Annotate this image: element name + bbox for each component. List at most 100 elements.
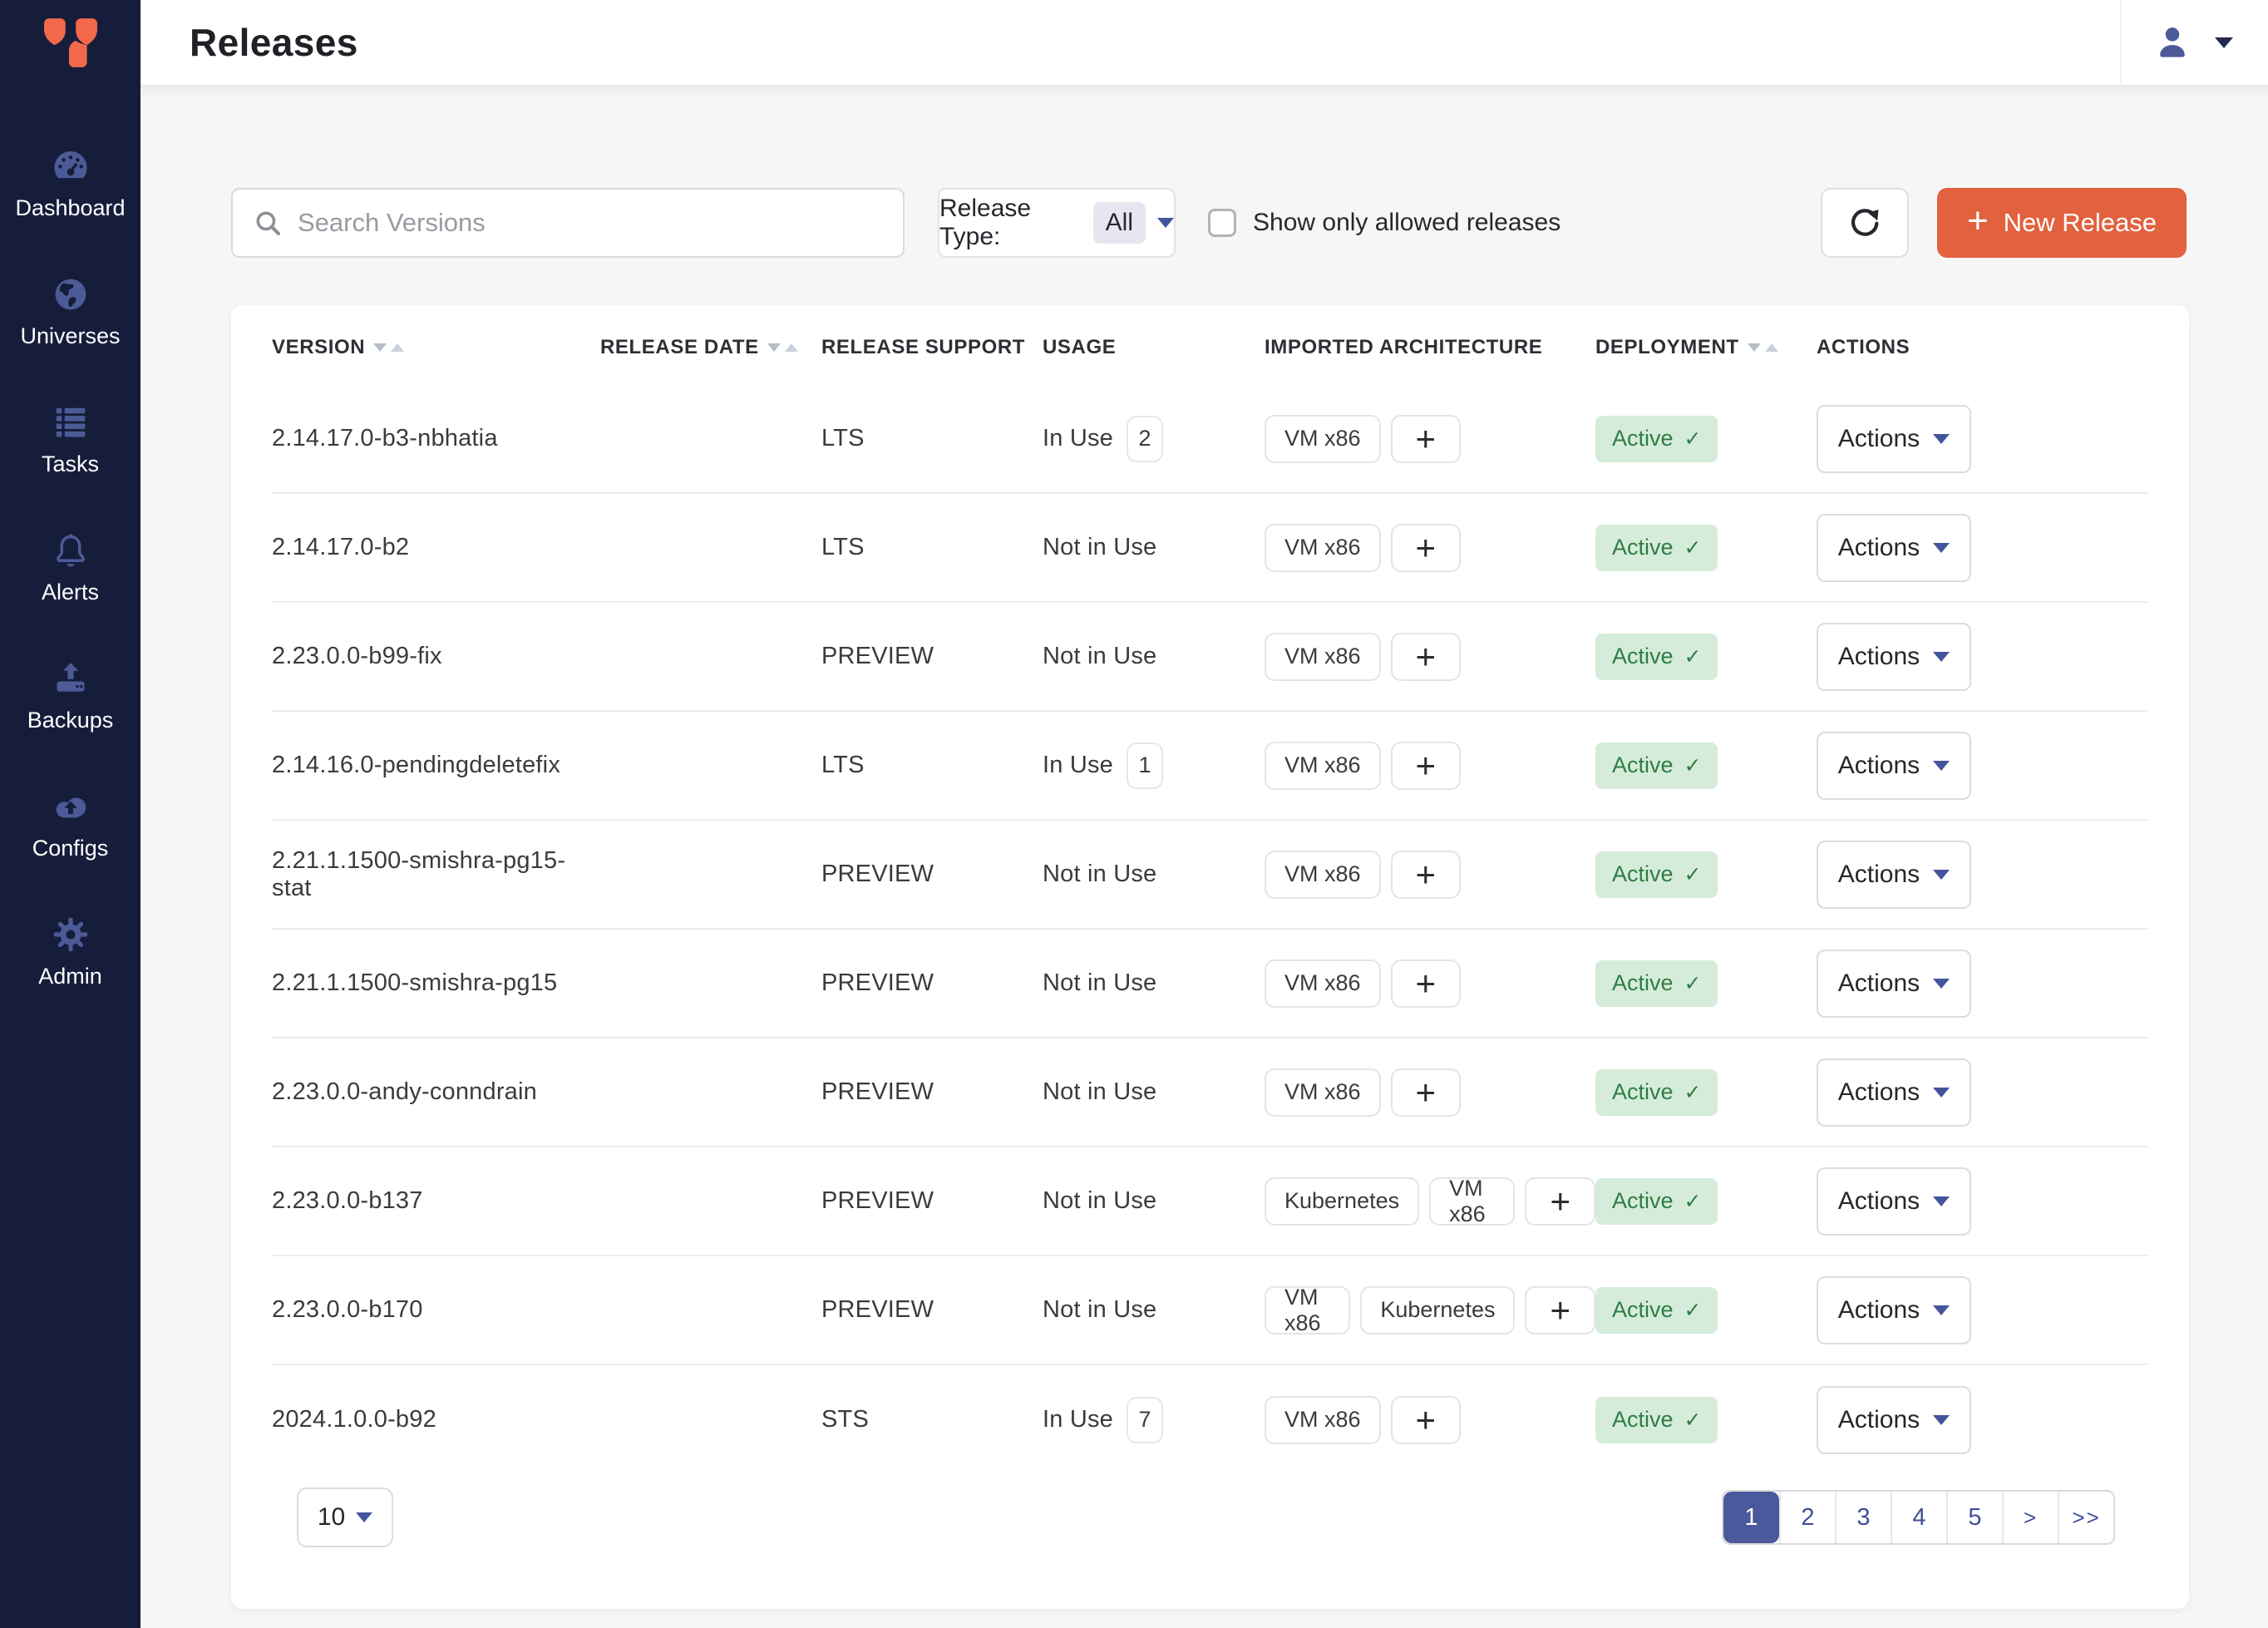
last-page-button[interactable]: >> bbox=[2058, 1492, 2113, 1543]
actions-button[interactable]: Actions bbox=[1817, 1385, 1971, 1454]
actions-button[interactable]: Actions bbox=[1817, 731, 1971, 800]
usage-count-badge[interactable]: 7 bbox=[1127, 1396, 1164, 1443]
show-allowed-checkbox[interactable] bbox=[1208, 209, 1236, 237]
release-support-cell: PREVIEW bbox=[821, 643, 1043, 670]
add-architecture-button[interactable]: + bbox=[1390, 1068, 1462, 1117]
check-icon: ✓ bbox=[1684, 535, 1702, 560]
search-input[interactable] bbox=[296, 207, 883, 239]
actions-cell: Actions bbox=[1817, 1167, 2148, 1236]
page-button-4[interactable]: 4 bbox=[1891, 1492, 1946, 1543]
version-text: 2.23.0.0-andy-conndrain bbox=[272, 1078, 537, 1105]
add-architecture-button[interactable]: + bbox=[1390, 523, 1462, 572]
sidebar-item-backups[interactable]: Backups bbox=[0, 632, 141, 760]
architecture-chip[interactable]: VM x86 bbox=[1265, 850, 1381, 899]
sort-icons[interactable] bbox=[1747, 343, 1778, 352]
actions-button[interactable]: Actions bbox=[1817, 949, 1971, 1018]
column-header-label: DEPLOYMENT bbox=[1595, 336, 1739, 358]
release-support-cell: PREVIEW bbox=[821, 1078, 1043, 1106]
sidebar-item-label: Dashboard bbox=[15, 195, 126, 220]
release-type-dropdown[interactable]: Release Type: All bbox=[938, 188, 1176, 258]
check-icon: ✓ bbox=[1684, 1408, 1702, 1432]
top-bar: Releases bbox=[141, 0, 2268, 86]
usage-text: Not in Use bbox=[1043, 643, 1157, 669]
toolbar: Release Type: All Show only allowed rele… bbox=[231, 188, 2187, 258]
sidebar-item-dashboard[interactable]: Dashboard bbox=[0, 120, 141, 248]
deployment-status-text: Active bbox=[1612, 1188, 1674, 1213]
architecture-chip[interactable]: VM x86 bbox=[1265, 1395, 1381, 1444]
actions-button[interactable]: Actions bbox=[1817, 1167, 1971, 1236]
chevron-down-icon bbox=[1933, 760, 1950, 771]
usage-cell: Not in Use bbox=[1043, 1296, 1265, 1324]
architecture-chip[interactable]: Kubernetes bbox=[1360, 1285, 1516, 1334]
architecture-chip[interactable]: VM x86 bbox=[1429, 1176, 1516, 1226]
usage-count-badge[interactable]: 1 bbox=[1127, 742, 1164, 789]
page-button-3[interactable]: 3 bbox=[1835, 1492, 1891, 1543]
user-menu[interactable] bbox=[2120, 0, 2268, 85]
architecture-chip[interactable]: VM x86 bbox=[1265, 959, 1381, 1008]
imported-architecture-cell: VM x86 + bbox=[1265, 741, 1595, 790]
column-header-version[interactable]: VERSION bbox=[272, 336, 600, 359]
deployment-cell: Active ✓ bbox=[1595, 1396, 1817, 1443]
actions-button[interactable]: Actions bbox=[1817, 622, 1971, 691]
deployment-cell: Active ✓ bbox=[1595, 633, 1817, 680]
gear-icon bbox=[52, 915, 90, 954]
new-release-label: New Release bbox=[2003, 208, 2157, 237]
usage-text: Not in Use bbox=[1043, 969, 1157, 996]
next-page-button[interactable]: > bbox=[2002, 1492, 2058, 1543]
add-architecture-button[interactable]: + bbox=[1390, 632, 1462, 681]
new-release-button[interactable]: + New Release bbox=[1937, 188, 2187, 258]
sidebar-item-admin[interactable]: Admin bbox=[0, 888, 141, 1016]
user-menu-caret-icon[interactable] bbox=[2215, 37, 2233, 48]
user-avatar-icon[interactable] bbox=[2153, 23, 2192, 62]
sidebar-item-configs[interactable]: Configs bbox=[0, 760, 141, 888]
version-cell: 2.14.17.0-b2 bbox=[272, 534, 600, 561]
usage-count-badge[interactable]: 2 bbox=[1127, 415, 1164, 462]
page-button-2[interactable]: 2 bbox=[1779, 1492, 1835, 1543]
release-support-text: PREVIEW bbox=[821, 861, 934, 887]
usage-cell: Not in Use bbox=[1043, 534, 1265, 561]
release-type-value: All bbox=[1092, 202, 1146, 244]
add-architecture-button[interactable]: + bbox=[1390, 741, 1462, 790]
sort-desc-icon bbox=[1747, 343, 1761, 352]
page-size-dropdown[interactable]: 10 bbox=[297, 1487, 393, 1547]
usage-cell: In Use 2 bbox=[1043, 415, 1265, 462]
architecture-chip[interactable]: VM x86 bbox=[1265, 1285, 1351, 1335]
add-architecture-button[interactable]: + bbox=[1390, 1395, 1462, 1444]
table-row: 2.14.17.0-b2 LTS Not in Use VM x86 + Active ✓ A… bbox=[272, 494, 2148, 603]
sidebar-item-tasks[interactable]: Tasks bbox=[0, 376, 141, 504]
add-architecture-button[interactable]: + bbox=[1525, 1285, 1595, 1334]
column-header-deployment[interactable]: DEPLOYMENT bbox=[1595, 336, 1817, 359]
imported-architecture-cell: VM x86 + bbox=[1265, 959, 1595, 1008]
actions-button[interactable]: Actions bbox=[1817, 513, 1971, 582]
version-text: 2.14.16.0-pendingdeletefix bbox=[272, 752, 561, 778]
actions-cell: Actions bbox=[1817, 513, 2148, 582]
column-header-release-date[interactable]: RELEASE DATE bbox=[600, 336, 821, 359]
sort-icons[interactable] bbox=[373, 343, 405, 352]
architecture-chip[interactable]: VM x86 bbox=[1265, 414, 1381, 463]
chevron-down-icon bbox=[1933, 1305, 1950, 1315]
architecture-chip[interactable]: VM x86 bbox=[1265, 523, 1381, 572]
plus-icon: + bbox=[1966, 200, 1989, 241]
actions-button[interactable]: Actions bbox=[1817, 1058, 1971, 1127]
architecture-chip[interactable]: VM x86 bbox=[1265, 741, 1381, 790]
page-button-1[interactable]: 1 bbox=[1723, 1492, 1779, 1543]
actions-button[interactable]: Actions bbox=[1817, 840, 1971, 909]
refresh-button[interactable] bbox=[1821, 188, 1909, 258]
sidebar-item-universes[interactable]: Universes bbox=[0, 248, 141, 376]
deployment-cell: Active ✓ bbox=[1595, 960, 1817, 1007]
add-architecture-button[interactable]: + bbox=[1390, 850, 1462, 899]
sidebar-item-alerts[interactable]: Alerts bbox=[0, 504, 141, 632]
actions-button[interactable]: Actions bbox=[1817, 404, 1971, 473]
actions-button[interactable]: Actions bbox=[1817, 1275, 1971, 1344]
sort-icons[interactable] bbox=[767, 343, 798, 352]
page-button-5[interactable]: 5 bbox=[1946, 1492, 2002, 1543]
architecture-chip[interactable]: VM x86 bbox=[1265, 632, 1381, 681]
usage-text: In Use bbox=[1043, 425, 1114, 451]
deployment-status-badge: Active ✓ bbox=[1595, 415, 1718, 462]
architecture-chip[interactable]: Kubernetes bbox=[1265, 1177, 1420, 1226]
add-architecture-button[interactable]: + bbox=[1390, 414, 1462, 463]
architecture-chip[interactable]: VM x86 bbox=[1265, 1068, 1381, 1117]
yugabyte-logo-icon[interactable] bbox=[0, 0, 141, 86]
add-architecture-button[interactable]: + bbox=[1525, 1177, 1595, 1226]
add-architecture-button[interactable]: + bbox=[1390, 959, 1462, 1008]
